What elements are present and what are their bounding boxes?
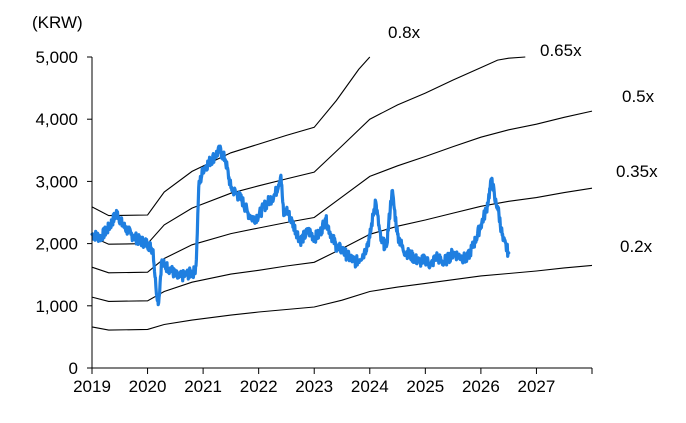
y-tick-label: 1,000 — [35, 297, 78, 316]
x-tick-label: 2027 — [518, 377, 556, 396]
band-labels: 0.8x 0.65x 0.5x 0.35x 0.2x — [388, 23, 658, 256]
x-tick-label: 2022 — [240, 377, 278, 396]
y-tick-label: 3,000 — [35, 172, 78, 191]
y-tick-label: 2,000 — [35, 235, 78, 254]
price-line-layer — [90, 144, 511, 307]
band-label-0-5x: 0.5x — [622, 87, 655, 106]
tick-labels: 0 1,000 2,000 3,000 4,000 5,000 2019 2020 2021 20… — [35, 48, 555, 396]
axes — [87, 56, 593, 374]
x-tick-label: 2021 — [184, 377, 222, 396]
x-tick-label: 2026 — [462, 377, 500, 396]
band-label-0-8x: 0.8x — [388, 23, 421, 42]
band-line-0-8x — [91, 56, 371, 217]
x-tick-label: 2023 — [295, 377, 333, 396]
y-tick-label: 5,000 — [35, 48, 78, 67]
price-line — [90, 144, 511, 307]
band-line-0-65x — [91, 56, 526, 245]
band-label-0-65x: 0.65x — [540, 41, 582, 60]
band-lines — [91, 56, 593, 331]
y-tick-label: 4,000 — [35, 110, 78, 129]
x-tick-label: 2024 — [351, 377, 389, 396]
x-tick-label: 2025 — [406, 377, 444, 396]
band-line-0-2x — [91, 264, 593, 331]
band-label-0-2x: 0.2x — [620, 237, 653, 256]
y-tick-label: 0 — [69, 359, 78, 378]
band-line-0-35x — [91, 187, 593, 302]
unit-label: (KRW) — [32, 13, 83, 32]
x-tick-label: 2019 — [73, 377, 111, 396]
band-label-0-35x: 0.35x — [616, 162, 658, 181]
x-tick-label: 2020 — [129, 377, 167, 396]
